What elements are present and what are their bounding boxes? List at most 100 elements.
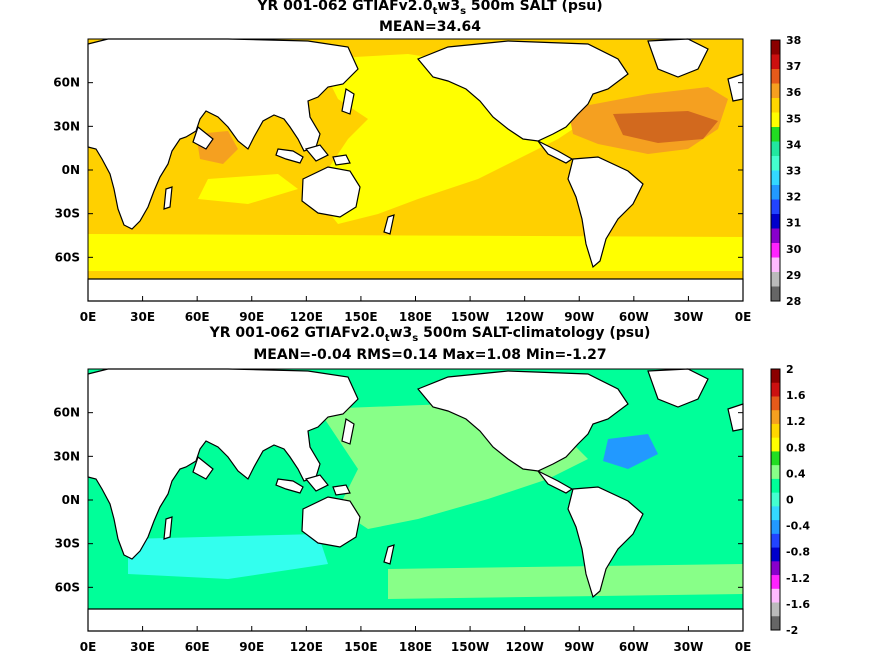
top-colorbar-swatch [771, 69, 780, 84]
bottom-colorbar-swatch [771, 588, 780, 604]
top-colorbar-swatch [771, 141, 780, 157]
top-colorbar-label: 29 [786, 269, 801, 282]
top-colorbar-label: 32 [786, 191, 801, 204]
top-colorbar-swatch [771, 112, 780, 128]
bottom-colorbar-swatch [771, 575, 780, 590]
bottom-colorbar-swatch [771, 547, 780, 562]
top-lat-label: 30N [53, 119, 80, 133]
bottom-colorbar-label: 0.4 [786, 467, 806, 480]
bottom-colorbar: 2 1.6 1.2 0.8 0.4 0 -0.4 -0.8 -1.2 -1.6 -2 [770, 363, 810, 637]
top-southern-ocean-low-band [88, 234, 743, 271]
top-lon-label: 90E [239, 310, 264, 324]
top-lon-label: 90W [564, 310, 594, 324]
top-colorbar-swatch [771, 83, 780, 99]
bottom-colorbar-label: -1.2 [786, 572, 810, 585]
bottom-lon-label: 150W [451, 640, 489, 654]
top-colorbar-swatch [771, 40, 780, 55]
bottom-map-subtitle: MEAN=-0.04 RMS=0.14 Max=1.08 Min=-1.27 [253, 347, 607, 363]
bottom-lat-label: 60S [55, 580, 80, 594]
top-map [87, 38, 744, 302]
bottom-lon-label: 60E [185, 640, 210, 654]
top-lat-label: 30S [55, 207, 80, 221]
top-colorbar-swatch [771, 257, 780, 273]
bottom-colorbar-swatch [771, 602, 780, 617]
top-colorbar-swatch [771, 54, 780, 70]
bottom-lon-label: 60W [619, 640, 649, 654]
bottom-colorbar-label: -0.8 [786, 546, 810, 559]
bottom-colorbar-swatch [771, 520, 780, 535]
top-lon-label: 30W [673, 310, 703, 324]
top-colorbar-label: 34 [786, 138, 802, 151]
top-colorbar-frame [770, 39, 781, 302]
bottom-colorbar-swatch [771, 437, 780, 452]
top-colorbar-label: 35 [786, 112, 801, 125]
bottom-colorbar-swatch [771, 465, 780, 480]
top-colorbar-label: 36 [786, 86, 802, 99]
top-lon-label: 0E [735, 310, 752, 324]
bottom-lon-label: 0E [735, 640, 752, 654]
bottom-lon-label: 30E [130, 640, 155, 654]
bottom-colorbar-label: -1.6 [786, 598, 810, 611]
bottom-colorbar-swatch [771, 382, 780, 397]
bottom-lon-label: 0E [80, 640, 97, 654]
bottom-colorbar-label: 1.6 [786, 389, 806, 402]
top-colorbar-swatch [771, 243, 780, 258]
top-lat-label: 60S [55, 250, 80, 264]
bottom-lat-label: 60N [53, 406, 80, 420]
top-colorbar-swatch [771, 185, 780, 200]
bottom-southern-positive-band [388, 564, 743, 599]
top-lon-label: 180E [399, 310, 432, 324]
bottom-colorbar-label: 1.2 [786, 415, 806, 428]
top-colorbar-swatch [771, 272, 780, 287]
bottom-colorbar-label: 2 [786, 363, 794, 376]
top-colorbar-label: 33 [786, 165, 801, 178]
bottom-lon-label: 120W [506, 640, 544, 654]
bottom-colorbar-label: -0.4 [786, 520, 810, 533]
bottom-colorbar-swatch [771, 478, 780, 494]
top-colorbar-swatch [771, 98, 780, 113]
top-lon-label: 120E [290, 310, 323, 324]
bottom-colorbar-swatch [771, 506, 780, 521]
top-lon-label: 30E [130, 310, 155, 324]
top-lon-label: 60W [619, 310, 649, 324]
bottom-lon-label: 150E [344, 640, 377, 654]
bottom-lat-label: 30N [53, 449, 80, 463]
bottom-lon-label: 180E [399, 640, 432, 654]
bottom-colorbar-swatch [771, 492, 780, 507]
top-colorbar-label: 38 [786, 34, 801, 47]
bottom-lon-label: 120E [290, 640, 323, 654]
bottom-colorbar-swatch [771, 396, 780, 411]
top-lon-label: 120W [506, 310, 544, 324]
top-colorbar-label: 30 [786, 243, 802, 256]
top-map-subtitle: MEAN=34.64 [378, 19, 482, 35]
bottom-colorbar-swatch [771, 561, 780, 576]
top-map-title: YR 001-062 GTIAFv2.0tw3s 500m SALT (psu) [257, 0, 603, 17]
bottom-colorbar-swatch [771, 369, 780, 384]
bottom-lon-label: 30W [673, 640, 703, 654]
top-colorbar-swatch [771, 170, 780, 186]
bottom-gulf-stream-negative-anomaly [603, 434, 658, 469]
bottom-colorbar-swatch [771, 616, 780, 631]
top-colorbar-label: 28 [786, 295, 801, 308]
top-lon-label: 60E [185, 310, 210, 324]
bottom-lat-label: 0N [62, 493, 80, 507]
bottom-indian-negative-anomaly-region [128, 534, 328, 579]
bottom-colorbar-label: 0 [786, 494, 794, 507]
bottom-map-title: YR 001-062 GTIAFv2.0tw3s 500m SALT-clima… [209, 325, 651, 344]
top-colorbar-swatch [771, 127, 780, 142]
top-colorbar-label: 37 [786, 60, 801, 73]
bottom-lon-label: 90W [564, 640, 594, 654]
top-colorbar-swatch [771, 156, 780, 171]
top-colorbar-swatch [771, 199, 780, 215]
bottom-map-axes: 60N 30N 0N 30S 60S 0E 30E 60E 90E 120E 150E 180E 150… [53, 406, 751, 654]
top-colorbar-label: 31 [786, 217, 801, 230]
bottom-colorbar-swatch [771, 410, 780, 425]
bottom-lon-label: 90E [239, 640, 264, 654]
top-colorbar: 38 37 36 35 34 33 32 31 30 29 28 [770, 34, 802, 308]
bottom-colorbar-swatch [771, 533, 780, 549]
top-lon-label: 0E [80, 310, 97, 324]
top-colorbar-swatch [771, 286, 780, 302]
bottom-colorbar-frame [770, 368, 781, 631]
top-lat-label: 60N [53, 76, 80, 90]
